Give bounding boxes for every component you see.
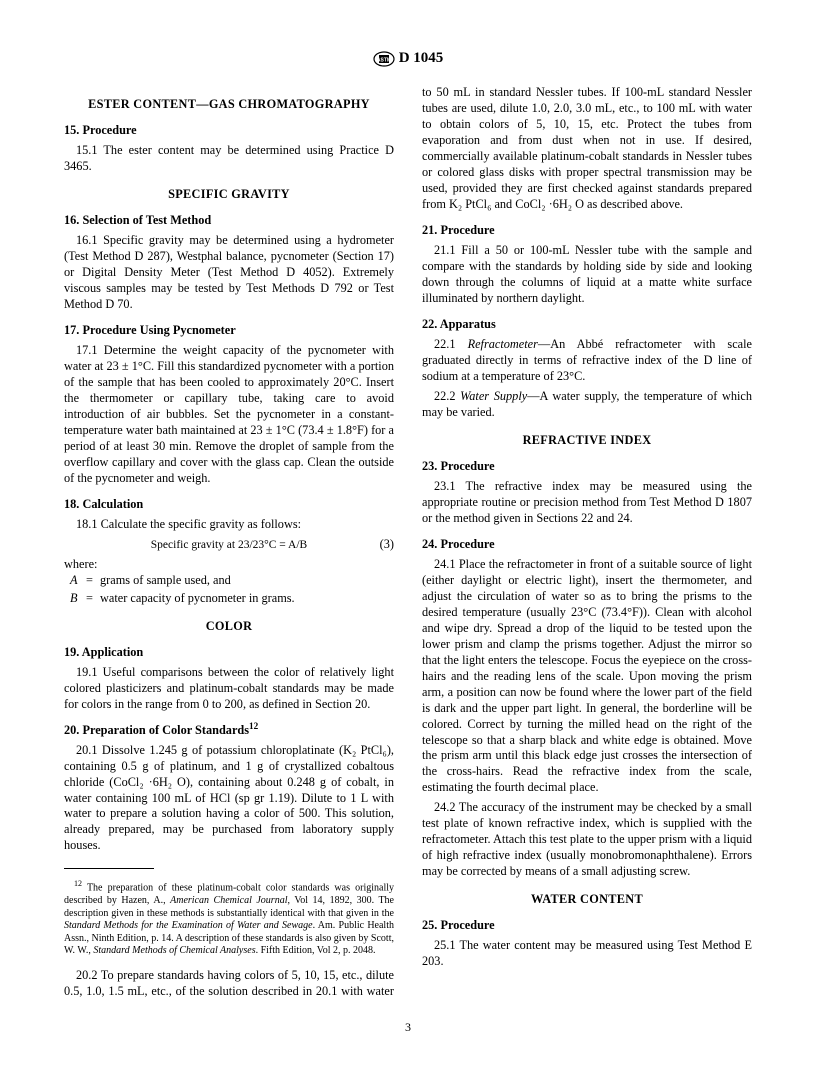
heading-color: COLOR [64,619,394,635]
footnote-rule [64,868,154,869]
page-number: 3 [64,1020,752,1035]
heading-wc: WATER CONTENT [422,892,752,908]
sec-20-title: 20. Preparation of Color Standards12 [64,723,394,739]
sec-24-title: 24. Procedure [422,537,752,553]
equation-3: Specific gravity at 23/23°C = A/B (3) [64,537,394,553]
where-label: where: [64,557,394,573]
where-A: A = grams of sample used, and [70,573,394,589]
sec-24-p1: 24.1 Place the refractometer in front of… [422,557,752,797]
sec-19-p1: 19.1 Useful comparisons between the colo… [64,665,394,713]
sec-25-title: 25. Procedure [422,918,752,934]
footnote-12: 12 The preparation of these platinum-cob… [64,879,394,957]
page: ASTM D 1045 ESTER CONTENT—GAS CHROMATOGR… [0,0,816,1075]
sec-22-p2-pre: 22.2 [434,389,460,403]
sec-16-title: 16. Selection of Test Method [64,213,394,229]
sec-18-title: 18. Calculation [64,497,394,513]
body-columns: ESTER CONTENT—GAS CHROMATOGRAPHY 15. Pro… [64,85,752,1000]
sec-22-p1-pre: 22.1 [434,337,468,351]
where-A-sym: A [70,573,86,589]
sec-19-title: 19. Application [64,645,394,661]
sec-20-title-text: 20. Preparation of Color Standards [64,723,249,737]
sec-23-title: 23. Procedure [422,459,752,475]
sec-23-p1: 23.1 The refractive index may be measure… [422,479,752,527]
sec-25-p1: 25.1 The water content may be measured u… [422,938,752,970]
sec-24-p2: 24.2 The accuracy of the instrument may … [422,800,752,880]
sec-22-p2-em: Water Supply [460,389,527,403]
heading-ester: ESTER CONTENT—GAS CHROMATOGRAPHY [64,97,394,113]
svg-text:ASTM: ASTM [377,57,391,63]
sec-16-p1: 16.1 Specific gravity may be determined … [64,233,394,313]
where-A-eq: = [86,573,100,589]
astm-logo: ASTM [373,50,395,67]
sec-18-p1: 18.1 Calculate the specific gravity as f… [64,517,394,533]
where-B-eq: = [86,591,100,607]
equation-3-num: (3) [380,537,394,553]
sec-21-p1: 21.1 Fill a 50 or 100-mL Nessler tube wi… [422,243,752,307]
fn-em1: American Chemical Journal [170,895,287,906]
sec-17-p1: 17.1 Determine the weight capacity of th… [64,343,394,487]
where-B: B = water capacity of pycnometer in gram… [70,591,394,607]
where-B-def: water capacity of pycnometer in grams. [100,591,394,607]
sec-20-p1: 20.1 Dissolve 1.245 g of potassium chlor… [64,743,394,855]
sec-22-p2: 22.2 Water Supply—A water supply, the te… [422,389,752,421]
sec-17-title: 17. Procedure Using Pycnometer [64,323,394,339]
sec-15-title: 15. Procedure [64,123,394,139]
equation-3-text: Specific gravity at 23/23°C = A/B [151,539,307,551]
sec-20-fnmark: 12 [249,720,258,730]
heading-ri: REFRACTIVE INDEX [422,433,752,449]
sec-22-p1: 22.1 Refractometer—An Abbé refractometer… [422,337,752,385]
heading-sg: SPECIFIC GRAVITY [64,187,394,203]
fn-em2: Standard Methods for the Examination of … [64,920,313,931]
where-A-def: grams of sample used, and [100,573,394,589]
fn-num: 12 [74,879,82,888]
sec-15-p1: 15.1 The ester content may be determined… [64,143,394,175]
sec-22-title: 22. Apparatus [422,317,752,333]
sec-22-p1-em: Refractometer [468,337,538,351]
page-header: ASTM D 1045 [64,50,752,67]
sec-21-title: 21. Procedure [422,223,752,239]
where-B-sym: B [70,591,86,607]
doc-id: D 1045 [399,50,444,66]
fn-t4: . Fifth Edition, Vol 2, p. 2048. [256,945,376,956]
fn-em3: Standard Methods of Chemical Analyses [93,945,255,956]
